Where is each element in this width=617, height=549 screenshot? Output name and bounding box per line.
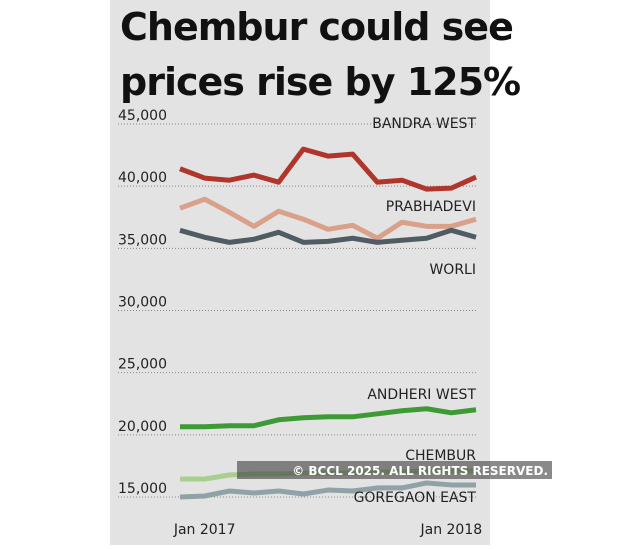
x-tick-label: Jan 2017	[173, 522, 236, 538]
y-tick-label: 15,000	[118, 481, 167, 497]
y-tick-label: 40,000	[118, 170, 167, 186]
y-tick-label: 25,000	[118, 357, 167, 373]
y-tick-label: 30,000	[118, 295, 167, 311]
series-label: PRABHADEVI	[386, 199, 476, 215]
y-tick-label: 20,000	[118, 419, 167, 435]
series-line	[179, 196, 477, 241]
series-line	[179, 146, 478, 192]
watermark-bg	[237, 461, 552, 479]
series-label: WORLI	[429, 262, 476, 278]
chart-title: Chembur could see	[120, 5, 513, 49]
series-label: BANDRA WEST	[372, 116, 476, 132]
x-tick-label: Jan 2018	[419, 522, 482, 538]
series-label: GOREGAON EAST	[354, 490, 477, 506]
series-line	[179, 480, 476, 500]
series-label: ANDHERI WEST	[367, 387, 476, 403]
y-tick-label: 35,000	[118, 232, 167, 248]
series-line	[180, 406, 477, 430]
chart-title: prices rise by 125%	[120, 60, 520, 104]
series-line	[179, 227, 477, 245]
panel	[110, 0, 490, 545]
watermark: © BCCL 2025. ALL RIGHTS RESERVED.	[292, 464, 548, 478]
y-tick-label: 45,000	[118, 108, 167, 124]
series-label: CHEMBUR	[405, 448, 476, 464]
